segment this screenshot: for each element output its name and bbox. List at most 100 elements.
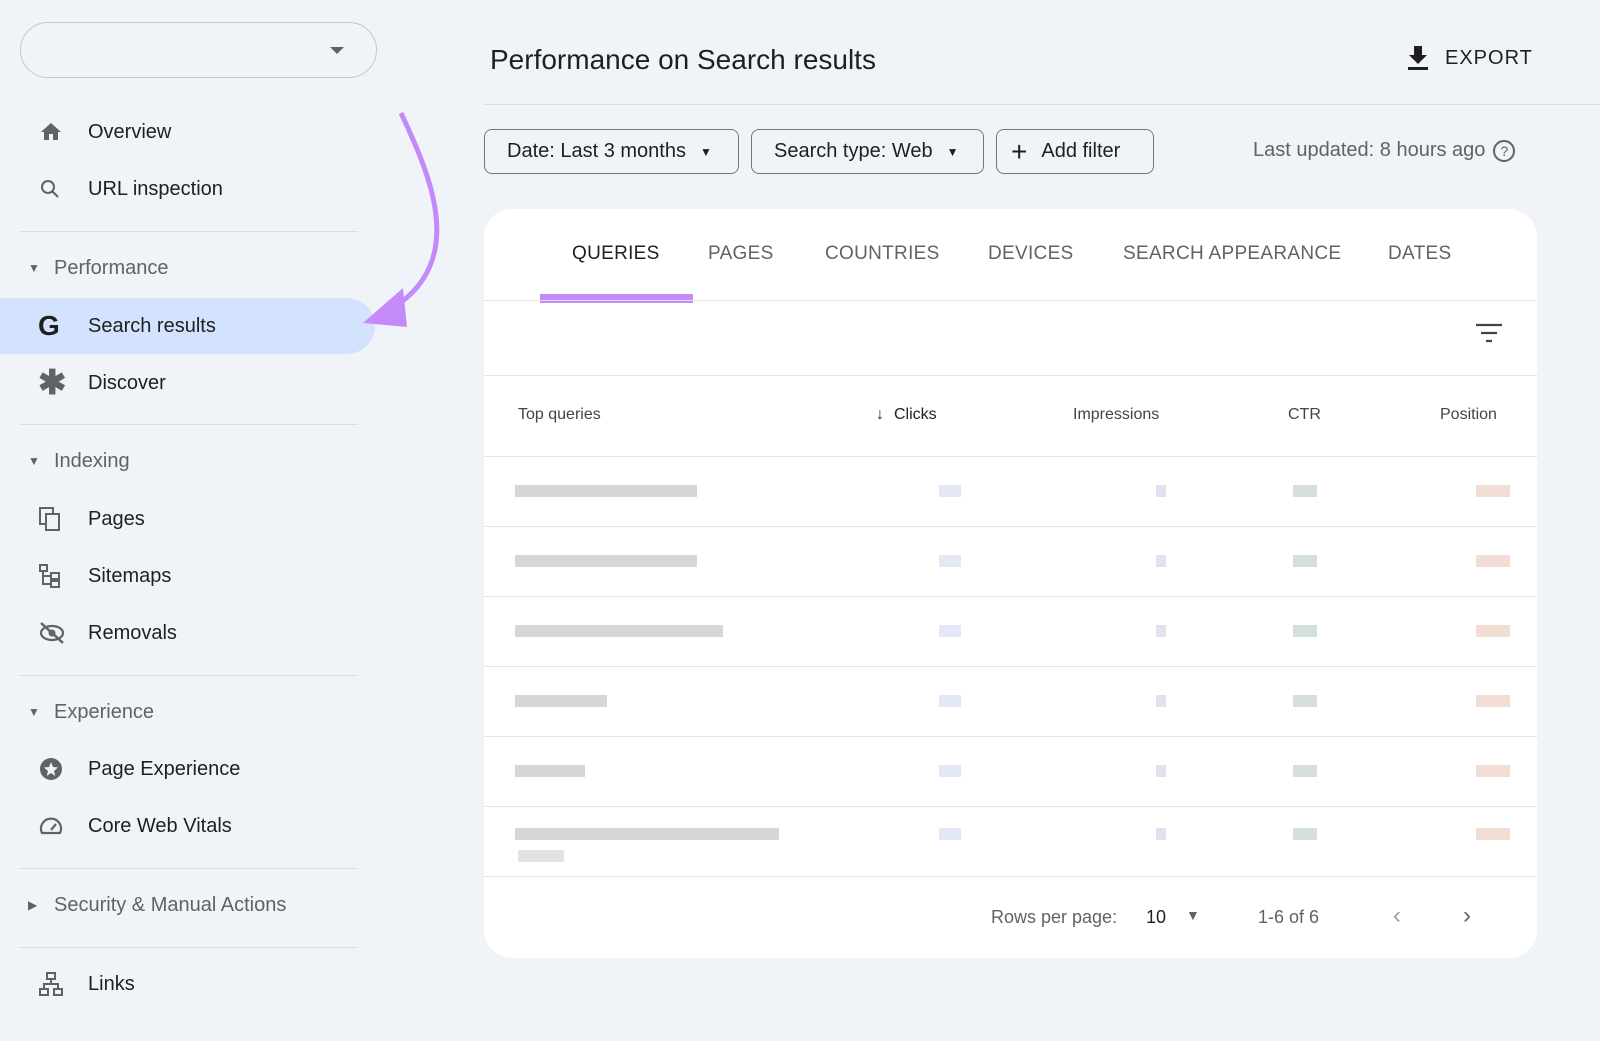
download-icon [1408, 46, 1428, 70]
caret-down-icon: ▼ [946, 144, 959, 159]
tab-pages[interactable]: PAGES [708, 243, 774, 264]
sidebar-item-label: Page Experience [88, 757, 241, 780]
sitemap-icon [0, 563, 88, 589]
caret-down-icon: ▼ [699, 144, 712, 159]
sidebar-item-search-results[interactable]: G Search results [0, 298, 375, 354]
divider [484, 666, 1537, 667]
sidebar-item-removals[interactable]: Removals [0, 605, 375, 661]
tab-devices[interactable]: DEVICES [988, 243, 1074, 264]
rows-per-page-label: Rows per page: [991, 907, 1118, 927]
table-row[interactable] [484, 806, 1537, 876]
sidebar-item-page-experience[interactable]: Page Experience [0, 741, 375, 797]
section-label: Performance [54, 256, 169, 279]
table-row[interactable] [484, 596, 1537, 666]
sidebar-item-label: URL inspection [88, 177, 223, 200]
sidebar-item-core-web-vitals[interactable]: Core Web Vitals [0, 798, 375, 854]
table-row[interactable] [484, 666, 1537, 736]
redacted-clicks [939, 828, 961, 840]
property-selector[interactable] [20, 22, 377, 78]
asterisk-icon: ✱ [38, 364, 67, 402]
export-button[interactable]: EXPORT [1405, 44, 1533, 72]
divider [484, 104, 1600, 105]
sidebar-item-sitemaps[interactable]: Sitemaps [0, 548, 375, 604]
sidebar-item-pages[interactable]: Pages [0, 491, 375, 547]
sidebar-item-label: Core Web Vitals [88, 814, 232, 837]
caret-down-icon: ▼ [28, 705, 40, 719]
divider [20, 424, 358, 425]
rows-per-page-value: 10 [1146, 907, 1167, 927]
redacted-position [1476, 828, 1510, 840]
help-icon[interactable]: ? [1493, 139, 1516, 162]
filter-rows-icon[interactable] [1475, 322, 1503, 344]
google-g-icon: G [38, 310, 60, 341]
pagination-range: 1-6 of 6 [1258, 907, 1320, 927]
redacted-ctr [1293, 765, 1317, 777]
redacted-query [515, 765, 585, 777]
sidebar-item-discover[interactable]: ✱ Discover [0, 355, 375, 411]
section-security-manual-actions[interactable]: ▶ Security & Manual Actions [0, 885, 286, 925]
sidebar-item-label: Search results [88, 314, 216, 337]
table-row[interactable] [484, 456, 1537, 526]
divider [484, 596, 1537, 597]
column-header-impressions[interactable]: Impressions [1073, 406, 1160, 423]
divider [20, 947, 358, 948]
chip-label: Search type: Web [774, 140, 933, 162]
tab-dates[interactable]: DATES [1388, 243, 1452, 264]
section-performance[interactable]: ▼ Performance [0, 248, 169, 288]
sidebar-item-label: Removals [88, 621, 177, 644]
search-icon [0, 177, 88, 201]
redacted-position [1476, 625, 1510, 637]
tab-queries[interactable]: QUERIES [572, 243, 660, 264]
section-label: Security & Manual Actions [54, 893, 287, 916]
pages-icon [0, 506, 88, 532]
table-row[interactable] [484, 736, 1537, 806]
sidebar-item-label: Sitemaps [88, 564, 172, 587]
date-filter-chip[interactable]: Date: Last 3 months ▼ [484, 129, 739, 174]
column-label: Clicks [894, 406, 937, 423]
last-updated: Last updated: 8 hours ago? [1253, 139, 1516, 162]
tab-search-appearance[interactable]: SEARCH APPEARANCE [1123, 243, 1342, 264]
redacted-query [518, 850, 564, 862]
redacted-ctr [1293, 485, 1317, 497]
caret-right-icon: ▶ [28, 898, 38, 912]
caret-down-icon [330, 47, 344, 54]
arrow-down-icon: ↓ [876, 406, 884, 423]
redacted-clicks [939, 695, 961, 707]
tab-indicator [540, 294, 693, 303]
redacted-clicks [939, 625, 961, 637]
next-page-button[interactable]: › [1463, 902, 1471, 929]
redacted-query [515, 828, 779, 840]
page-title: Performance on Search results [490, 44, 876, 75]
column-header-position[interactable]: Position [1440, 406, 1497, 423]
redacted-position [1476, 555, 1510, 567]
section-experience[interactable]: ▼ Experience [0, 692, 154, 732]
redacted-impressions [1156, 625, 1166, 637]
gauge-icon [0, 814, 88, 838]
redacted-clicks [939, 555, 961, 567]
column-header-query[interactable]: Top queries [518, 406, 601, 423]
rows-per-page-select[interactable]: 10 ▼ [1146, 907, 1200, 928]
tab-countries[interactable]: COUNTRIES [825, 243, 940, 264]
star-circle-icon [0, 756, 88, 782]
redacted-clicks [939, 485, 961, 497]
eye-off-icon [0, 621, 88, 645]
prev-page-button[interactable]: ‹ [1393, 902, 1401, 929]
sidebar-item-url-inspection[interactable]: URL inspection [0, 161, 375, 217]
section-label: Experience [54, 700, 155, 723]
column-header-clicks[interactable]: ↓ Clicks [876, 406, 937, 424]
sidebar-item-overview[interactable]: Overview [0, 104, 375, 160]
sidebar-item-links[interactable]: Links [0, 956, 375, 1012]
redacted-position [1476, 765, 1510, 777]
redacted-ctr [1293, 625, 1317, 637]
redacted-position [1476, 485, 1510, 497]
section-indexing[interactable]: ▼ Indexing [0, 441, 130, 481]
redacted-query [515, 485, 697, 497]
caret-down-icon: ▼ [28, 454, 40, 468]
redacted-query [515, 625, 723, 637]
redacted-impressions [1156, 485, 1166, 497]
column-header-ctr[interactable]: CTR [1288, 406, 1321, 423]
search-type-chip[interactable]: Search type: Web ▼ [751, 129, 984, 174]
table-row[interactable] [484, 526, 1537, 596]
add-filter-button[interactable]: + Add filter [996, 129, 1154, 174]
chip-label: Date: Last 3 months [507, 140, 686, 162]
